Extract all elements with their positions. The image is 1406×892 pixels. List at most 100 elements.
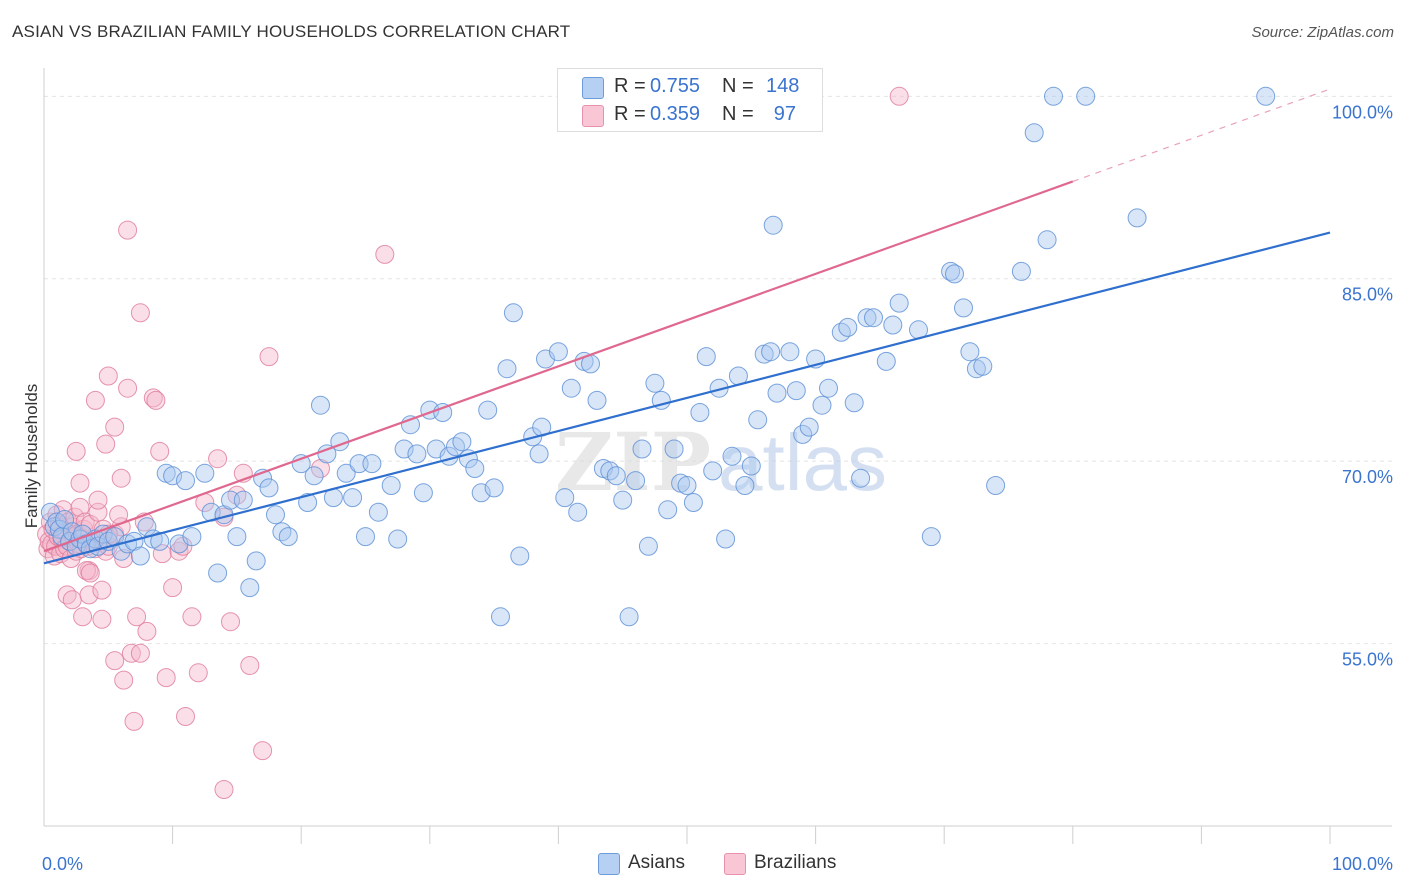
data-point [163,466,183,486]
data-point [793,424,813,444]
data-point [92,609,112,629]
data-point [812,395,832,415]
data-point [677,476,697,495]
legend-r-value: 0.359 [650,103,701,125]
source-label: Source: ZipAtlas.com [1251,24,1394,41]
data-point [150,531,170,551]
data-point [317,444,337,464]
legend-swatch-asians [598,853,620,875]
data-point [683,493,703,512]
data-point [780,342,800,362]
data-point [259,347,279,367]
y-axis-label: Family Households [22,384,41,529]
data-point [658,500,678,520]
data-point [555,488,575,508]
data-point [362,454,382,474]
data-point [626,471,646,491]
data-point [240,656,260,675]
data-point [73,607,93,627]
data-point [227,527,247,547]
trend-line-brazilians-extension [1072,88,1331,183]
data-point [889,86,909,106]
data-point [182,607,202,627]
data-point [79,585,99,605]
data-point [356,527,375,547]
legend-r-label: R = [614,103,646,125]
data-point [638,536,658,556]
data-point [883,315,903,335]
data-point [304,466,324,486]
legend-swatch-asians [582,77,604,99]
data-point [118,378,138,398]
data-point [176,471,195,491]
data-point [844,393,864,413]
data-point [831,322,851,342]
data-point [311,395,330,415]
data-point [471,483,491,503]
x-tick-label: 100.0% [1332,854,1393,874]
data-point [85,390,105,410]
data-point [1044,86,1063,106]
data-point [246,551,266,571]
data-point [1024,123,1044,143]
data-point [130,643,150,663]
legend-n-value: 148 [766,75,800,97]
data-point [272,522,292,542]
data-point [606,466,626,486]
y-tick-label: 70.0% [1342,467,1393,487]
data-point [253,741,273,761]
data-point [1037,230,1057,250]
data-point [889,293,909,313]
data-point [452,432,472,452]
data-point [195,463,215,483]
legend-n-label: N = [722,75,754,97]
data-point [394,439,414,459]
data-point [156,668,176,688]
data-point [163,578,183,598]
data-point [413,483,433,503]
data-point [130,303,150,323]
data-point [227,485,247,505]
data-point [761,342,781,362]
y-tick-label: 55.0% [1342,650,1393,670]
data-point [690,403,710,422]
data-point [114,549,134,568]
data-point [960,342,980,362]
data-point [143,388,163,408]
trend-lines [43,88,1331,565]
tick-labels: 55.0% 70.0% 85.0% 100.0% 0.0% 100.0% [42,102,1393,874]
data-point [484,478,504,498]
data-point [741,456,761,476]
series-asians [40,86,1276,627]
data-point [763,215,783,235]
data-point [799,417,819,437]
legend-row-brazilians: R = 0.359 N = 97 [558,101,822,129]
data-point [105,651,125,671]
data-point [921,527,941,547]
data-point [137,621,157,641]
legend-row-asians: R = 0.755 N = 148 [558,73,822,101]
data-point [62,590,82,610]
data-point [188,663,208,683]
legend-r-label: R = [614,75,646,97]
data-point [368,502,388,522]
data-point [111,541,131,561]
data-point [298,493,318,512]
data-point [561,378,581,398]
data-point [786,381,806,401]
data-point [130,546,150,566]
data-point [613,490,633,510]
data-point [80,563,100,583]
data-point [986,476,1006,495]
data-point [70,473,90,493]
data-point [375,244,395,264]
data-point [233,490,253,510]
data-point [433,403,453,422]
data-point [47,512,67,532]
data-point [291,454,311,474]
data-point [278,527,298,547]
data-point [343,488,363,508]
data-point [497,359,517,379]
data-point [876,351,896,371]
